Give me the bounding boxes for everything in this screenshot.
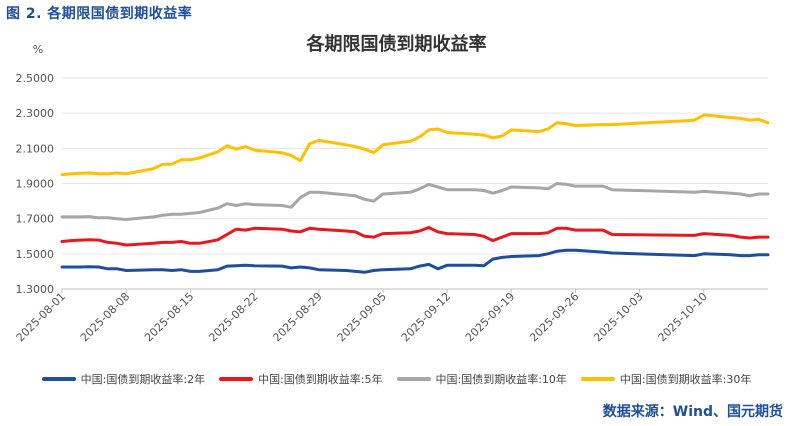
x-tick-label: 2025-08-22	[206, 290, 260, 344]
y-axis-unit-label: %	[33, 43, 43, 56]
legend-label: 中国:国债到期收益率:10年	[435, 373, 567, 386]
legend-label: 中国:国债到期收益率:2年	[80, 373, 206, 386]
series-lines	[60, 113, 770, 274]
legend-item: 中国:国债到期收益率:10年	[396, 369, 567, 389]
x-tick-label: 2025-09-26	[527, 290, 581, 344]
grid-lines	[62, 77, 768, 290]
series-line	[60, 226, 770, 247]
y-tick-label: 1.7000	[16, 213, 55, 226]
series-line	[60, 113, 770, 177]
x-tick-label: 2025-10-03	[591, 290, 645, 344]
y-tick-label: 1.3000	[16, 283, 55, 296]
legend-swatch	[41, 377, 76, 381]
figure-caption: 图 2. 各期限国债到期收益率	[6, 6, 193, 22]
y-tick-label: 1.9000	[16, 178, 55, 191]
legend: 中国:国债到期收益率:2年 中国:国债到期收益率:5年 中国:国债到期收益率:10年…	[0, 369, 793, 389]
x-tick-label: 2025-08-01	[14, 290, 68, 344]
legend-swatch	[580, 377, 615, 381]
legend-label: 中国:国债到期收益率:5年	[258, 373, 383, 386]
x-tick-label: 2025-08-08	[78, 290, 132, 344]
source-note: 数据来源：Wind、国元期货	[602, 404, 783, 420]
x-tick-label: 2025-08-29	[270, 290, 324, 344]
x-tick-label: 2025-09-05	[335, 290, 389, 344]
x-tick-label: 2025-09-19	[463, 290, 517, 344]
y-tick-label: 1.5000	[16, 248, 55, 261]
legend-swatch	[219, 377, 254, 381]
legend-item: 中国:国债到期收益率:5年	[219, 369, 383, 389]
legend-swatch	[396, 377, 431, 381]
legend-item: 中国:国债到期收益率:30年	[580, 369, 752, 389]
x-axis-ticks: 2025-08-01 2025-08-08 2025-08-15 2025-08-22…	[14, 289, 710, 344]
y-tick-label: 2.5000	[16, 72, 55, 85]
chart-title: 各期限国债到期收益率	[306, 34, 487, 55]
series-line	[60, 182, 770, 221]
series-line	[60, 248, 770, 274]
y-tick-label: 2.1000	[16, 142, 55, 155]
legend-item: 中国:国债到期收益率:2年	[41, 369, 206, 389]
y-tick-label: 2.3000	[16, 107, 55, 120]
x-tick-label: 2025-08-15	[142, 290, 196, 344]
legend-label: 中国:国债到期收益率:30年	[619, 373, 752, 386]
x-tick-label: 2025-10-10	[656, 290, 710, 344]
x-tick-label: 2025-09-12	[399, 290, 453, 344]
y-axis-ticks: 1.3000 1.5000 1.7000 1.9000 2.1000 2.3000 2.50…	[16, 72, 55, 296]
